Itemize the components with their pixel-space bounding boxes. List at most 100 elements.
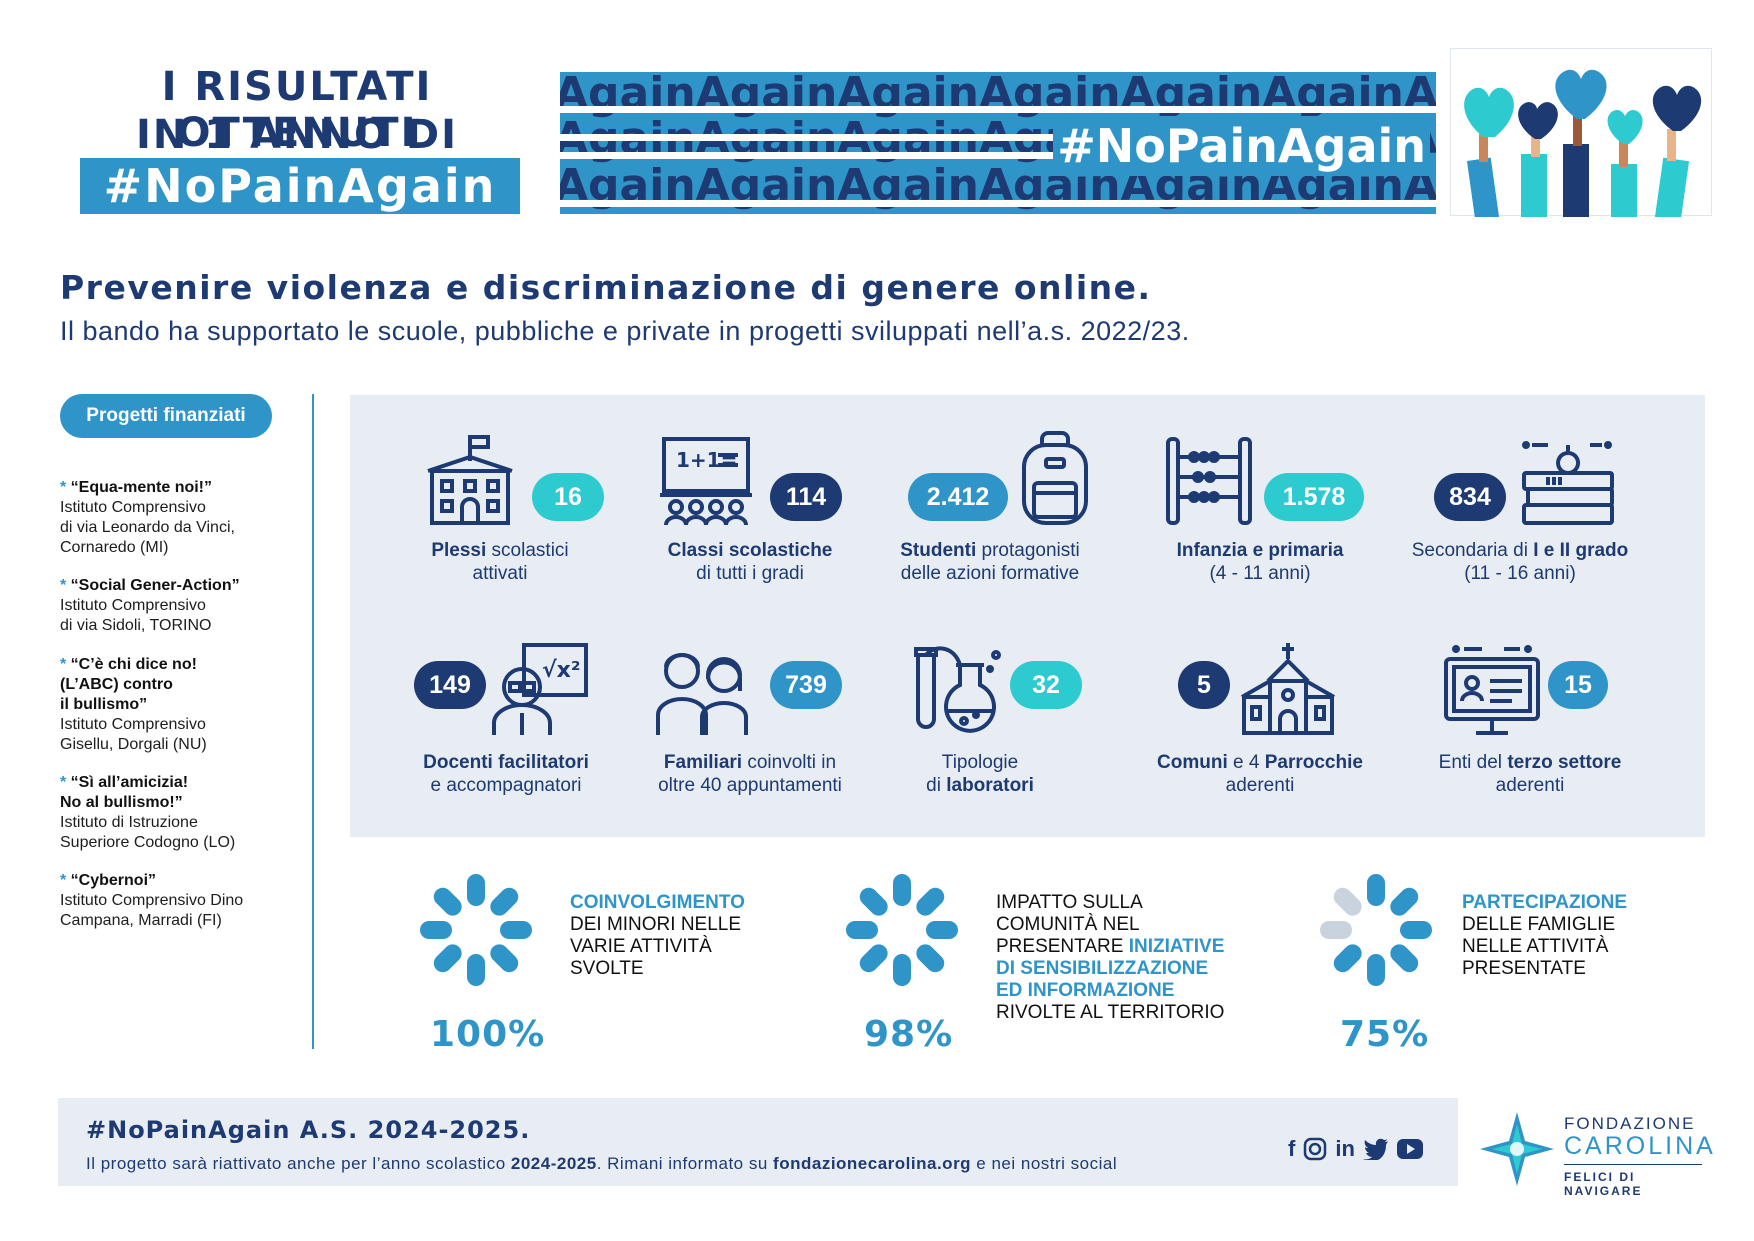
project-detail: Istituto Comprensivo	[60, 716, 206, 733]
spinner-segment	[1367, 954, 1385, 986]
spinner-segment	[420, 921, 452, 939]
project-title: “Cybernoi”	[70, 872, 157, 889]
logo-divider	[1564, 1164, 1702, 1165]
facebook-icon[interactable]: f	[1288, 1136, 1296, 1161]
project-detail: Istituto Comprensivo	[60, 499, 206, 516]
stats-panel: 16 Plessi scolastici attivati 1+1= 114 C…	[350, 395, 1705, 837]
stat-badge: 1.578	[1264, 473, 1364, 521]
banner-stripe	[560, 152, 1120, 159]
spinner-segment	[1367, 874, 1385, 906]
social-icons: f in	[1288, 1136, 1423, 1162]
project-detail: Istituto Comprensivo Dino	[60, 892, 244, 909]
instagram-icon[interactable]	[1303, 1137, 1327, 1161]
svg-text:1+1=: 1+1=	[676, 448, 737, 472]
stat-label: Secondaria di I e II grado (11 - 16 anni…	[1411, 540, 1629, 584]
spinner-segment	[926, 921, 958, 939]
project-title: il bullismo”	[60, 696, 148, 713]
project-title: (L’ABC) contro	[60, 676, 173, 693]
stat-label: Docenti facilitatori e accompagnatori	[423, 752, 589, 796]
spinner-segment	[893, 874, 911, 906]
spinner-segment	[1333, 887, 1362, 916]
spinner-segment	[490, 944, 519, 973]
stat-badge: 16	[532, 473, 604, 521]
percentage-value: 100%	[430, 1014, 546, 1055]
stat-label: Classi scolastiche di tutti i gradi	[667, 540, 833, 584]
project-detail: di via Leonardo da Vinci,	[60, 519, 235, 536]
spinner-segment	[846, 921, 878, 939]
logo-name: FONDAZIONE	[1564, 1114, 1696, 1133]
banner-stripe	[560, 134, 1120, 141]
spinner-segment	[916, 944, 945, 973]
stat-badge: 114	[770, 473, 842, 521]
backpack-icon	[1020, 431, 1090, 532]
progress-spinner-icon	[412, 866, 540, 999]
logo-name-2: CAROLINA	[1564, 1132, 1716, 1160]
project-detail: Campana, Marradi (FI)	[60, 912, 222, 929]
percentage-description: COINVOLGIMENTO DEI MINORI NELLE VARIE AT…	[570, 892, 745, 979]
spinner-segment	[859, 887, 888, 916]
website-link[interactable]: fondazionecarolina.org	[773, 1154, 972, 1173]
stat-badge: 15	[1548, 661, 1608, 709]
computer-icon	[1442, 643, 1542, 744]
hearts-illustration	[1450, 48, 1712, 221]
project-title: “Social Gener-Action”	[70, 577, 240, 594]
twitter-icon[interactable]	[1362, 1138, 1389, 1160]
hashtag-banner: AgainAgainAgainAgainAgainAgainAgainAgain…	[560, 72, 1436, 214]
project-detail: di via Sidoli, TORINO	[60, 617, 212, 634]
spinner-segment	[1390, 944, 1419, 973]
stat-label: Tipologie di laboratori	[926, 752, 1034, 796]
stat-badge: 2.412	[908, 473, 1008, 521]
stat-badge: 32	[1010, 661, 1082, 709]
spinner-segment	[467, 874, 485, 906]
spinner-segment	[433, 887, 462, 916]
youtube-icon[interactable]	[1396, 1139, 1423, 1159]
projects-pill: Progetti finanziati	[60, 394, 272, 438]
stat-badge: 149	[414, 661, 486, 709]
stat-label: Studenti protagonisti delle azioni forma…	[900, 540, 1080, 584]
spinner-segment	[490, 887, 519, 916]
title-line-2: IN 1 ANNO DI	[136, 112, 458, 158]
footer-text: Il progetto sarà riattivato anche per l’…	[86, 1154, 1118, 1173]
school-building-icon	[422, 431, 518, 532]
family-icon	[654, 645, 754, 742]
books-icon	[1518, 435, 1618, 532]
spinner-segment	[500, 921, 532, 939]
progress-spinner-icon	[1312, 866, 1440, 999]
church-icon	[1238, 641, 1338, 742]
linkedin-icon[interactable]: in	[1335, 1136, 1355, 1161]
stat-badge: 834	[1434, 473, 1506, 521]
footer-bar: #NoPainAgain A.S. 2024-2025. Il progetto…	[58, 1098, 1458, 1186]
spinner-segment	[1400, 921, 1432, 939]
classroom-icon: 1+1=	[658, 435, 754, 536]
title-line-1: I RISULTATI OTTENUTI	[161, 64, 433, 156]
project-detail: Istituto Comprensivo	[60, 597, 206, 614]
project-item: * “Equa-mente noi!” Istituto Comprensivo…	[60, 478, 290, 558]
sidebar-divider	[312, 394, 314, 1049]
project-title: “C’è chi dice no!	[70, 656, 197, 673]
project-item: * “Sì all’amicizia! No al bullismo!” Ist…	[60, 773, 290, 853]
footer-title: #NoPainAgain A.S. 2024-2025.	[86, 1116, 531, 1144]
project-detail: Cornaredo (MI)	[60, 539, 169, 556]
project-item: * “C’è chi dice no! (L’ABC) contro il bu…	[60, 655, 290, 755]
percentage-value: 75%	[1340, 1014, 1430, 1055]
stat-label: Plessi scolastici attivati	[431, 540, 569, 584]
percentage-description: IMPATTO SULLA COMUNITÀ NEL PRESENTARE IN…	[996, 892, 1225, 1023]
percentage-value: 98%	[864, 1014, 954, 1055]
spinner-segment	[433, 944, 462, 973]
stat-label: Comuni e 4 Parrocchie aderenti	[1157, 752, 1363, 796]
main-heading: Prevenire violenza e discriminazione di …	[60, 268, 1152, 307]
project-title: “Sì all’amicizia!	[70, 774, 189, 791]
spinner-segment	[1390, 887, 1419, 916]
teacher-icon: √x²	[490, 641, 590, 742]
project-title: “Equa-mente noi!”	[70, 479, 213, 496]
project-item: * “Social Gener-Action” Istituto Compren…	[60, 576, 290, 636]
stat-badge: 5	[1178, 661, 1230, 709]
project-detail: Gisellu, Dorgali (NU)	[60, 736, 207, 753]
logo-tagline: FELICI DI NAVIGARE	[1564, 1170, 1643, 1198]
percentage-description: PARTECIPAZIONE DELLE FAMIGLIE NELLE ATTI…	[1462, 892, 1628, 979]
stat-label: Infanzia e primaria (4 - 11 anni)	[1176, 540, 1344, 584]
stat-label: Enti del terzo settore aderenti	[1438, 752, 1622, 796]
banner-stripe	[560, 106, 1436, 113]
progress-spinner-icon	[838, 866, 966, 999]
abacus-icon	[1164, 435, 1254, 532]
